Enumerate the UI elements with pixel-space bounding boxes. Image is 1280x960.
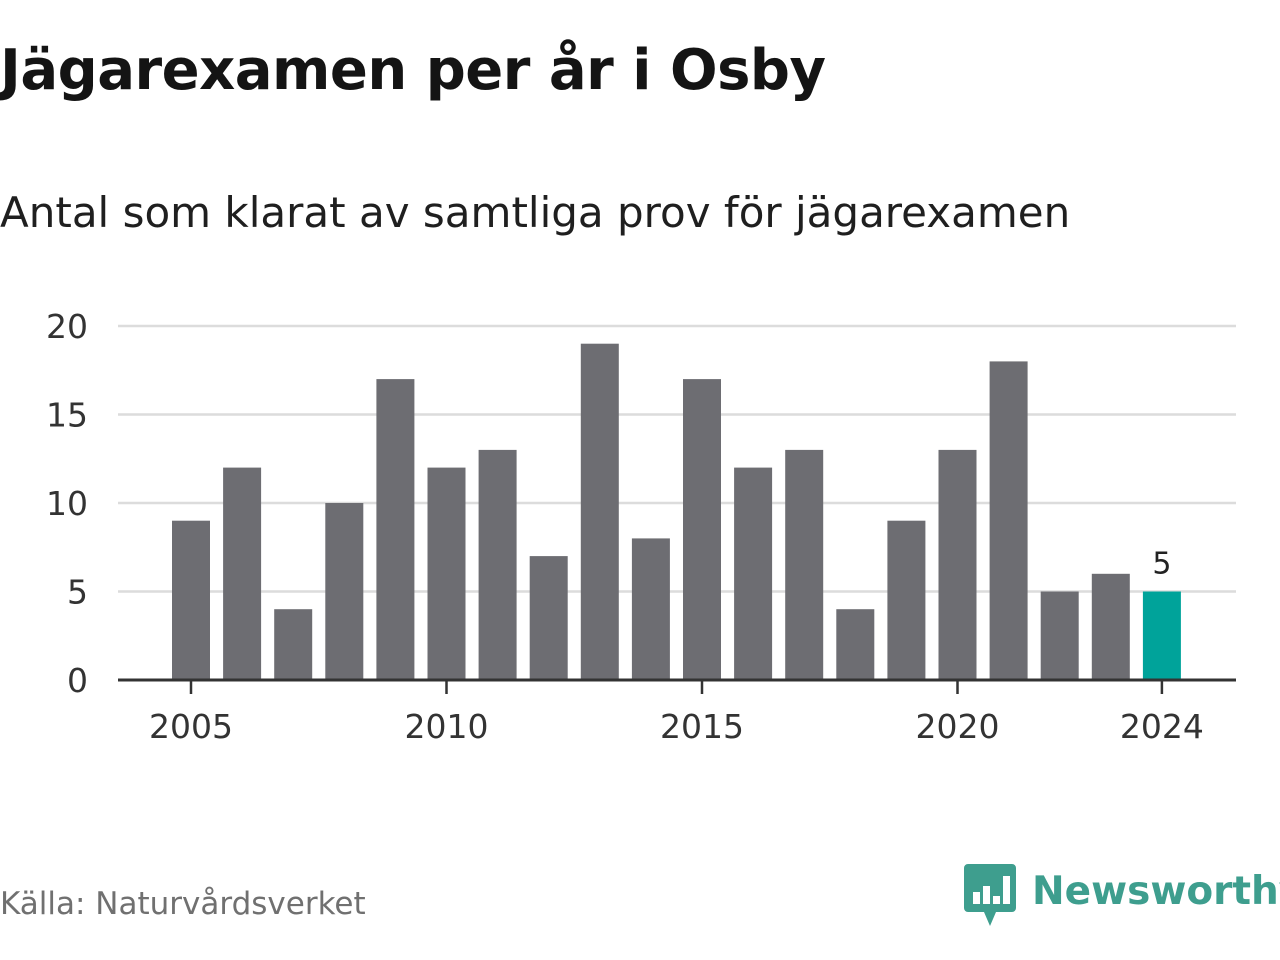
bar-2018 bbox=[836, 609, 875, 680]
bar-2015 bbox=[683, 379, 721, 680]
x-axis-labels: 2005 2010 2015 2020 2024 bbox=[149, 707, 1204, 746]
bar-2024 bbox=[1142, 591, 1181, 680]
bar-2013 bbox=[580, 343, 619, 680]
data-label-2024: 5 bbox=[1152, 547, 1171, 582]
x-tick-label-2020: 2020 bbox=[916, 707, 1000, 746]
y-tick-label-15: 15 bbox=[46, 396, 88, 435]
bar-2009 bbox=[376, 379, 415, 680]
bar-2011 bbox=[478, 449, 517, 680]
bar-2012 bbox=[529, 556, 568, 680]
x-tick-label-2010: 2010 bbox=[405, 707, 489, 746]
x-tick-label-2005: 2005 bbox=[149, 707, 233, 746]
bar-2006 bbox=[223, 467, 262, 680]
chart-title: Jägarexamen per år i Osby bbox=[0, 38, 826, 103]
chart-subtitle: Antal som klarat av samtliga prov för jä… bbox=[0, 188, 1071, 237]
y-tick-label-0: 0 bbox=[67, 661, 88, 700]
source-note: Källa: Naturvårdsverket bbox=[0, 886, 366, 922]
bar-2010 bbox=[427, 467, 466, 680]
bar-2014 bbox=[631, 538, 670, 680]
bars bbox=[172, 343, 1181, 680]
x-tick-label-2024: 2024 bbox=[1120, 707, 1204, 746]
newsworthy-bar-chart-logo-icon bbox=[964, 864, 1016, 926]
bar-chart: 0 5 10 15 20 2005 2010 2015 2020 2024 5 bbox=[46, 307, 1236, 746]
y-tick-label-5: 5 bbox=[67, 573, 88, 612]
annotations: 5 bbox=[1152, 547, 1171, 582]
bar-2020 bbox=[938, 449, 977, 680]
newsworthy-logo: Newsworthy bbox=[964, 862, 1280, 930]
bar-2007 bbox=[274, 609, 313, 680]
bar-2021 bbox=[989, 361, 1028, 680]
x-tick-label-2015: 2015 bbox=[660, 707, 744, 746]
gridlines bbox=[118, 324, 1236, 593]
brand-name: Newsworthy bbox=[1032, 868, 1280, 914]
bar-2019 bbox=[887, 520, 926, 680]
bar-2016 bbox=[734, 467, 773, 680]
y-axis-labels: 0 5 10 15 20 bbox=[46, 307, 88, 700]
y-tick-label-20: 20 bbox=[46, 307, 88, 346]
x-axis bbox=[118, 678, 1236, 694]
y-tick-label-10: 10 bbox=[46, 484, 88, 523]
bar-2008 bbox=[325, 503, 364, 680]
bar-2022 bbox=[1040, 591, 1079, 680]
bar-2023 bbox=[1091, 573, 1130, 680]
bar-2005 bbox=[172, 520, 210, 680]
bar-2017 bbox=[785, 449, 824, 680]
